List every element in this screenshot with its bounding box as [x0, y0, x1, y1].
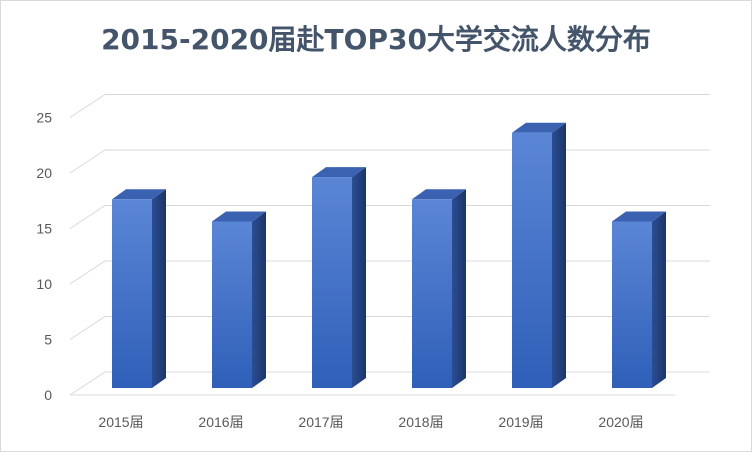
bar-side — [352, 167, 366, 388]
bar-2018届 — [412, 189, 466, 388]
bar-front — [512, 132, 552, 388]
y-tick-label: 10 — [36, 276, 52, 292]
gridline — [69, 316, 710, 340]
x-tick-label: 2019届 — [498, 414, 543, 430]
bar-front — [412, 199, 452, 388]
bar-side — [552, 122, 566, 388]
bar-side — [152, 189, 166, 388]
x-tick-label: 2015届 — [98, 414, 143, 430]
bar-side — [652, 211, 666, 388]
bar-top — [112, 189, 166, 200]
bar-front — [312, 177, 352, 388]
gridline — [69, 260, 710, 285]
bar-front — [212, 221, 252, 388]
y-tick-label: 15 — [36, 221, 52, 237]
bar-top — [412, 189, 466, 200]
bar-2017届 — [312, 167, 366, 388]
y-tick-label: 20 — [36, 165, 52, 181]
bar-top — [512, 122, 566, 133]
bar-top — [212, 211, 266, 222]
x-tick-label: 2020届 — [598, 414, 643, 430]
bar-front — [612, 221, 652, 388]
bar-side — [452, 189, 466, 388]
bar-top — [312, 167, 366, 178]
gridline — [69, 371, 710, 396]
y-tick-label: 25 — [36, 110, 52, 126]
y-tick-label: 0 — [44, 387, 52, 403]
bar-front — [112, 199, 152, 388]
bar-2019届 — [512, 122, 566, 388]
x-tick-label: 2018届 — [398, 414, 443, 430]
bar-2015届 — [112, 189, 166, 388]
x-tick-label: 2016届 — [198, 414, 243, 430]
chart-title: 2015-2020届赴TOP30大学交流人数分布 — [101, 23, 651, 56]
gridline — [69, 205, 710, 229]
bar-side — [252, 211, 266, 388]
bar-2020届 — [612, 211, 666, 388]
bar-2016届 — [212, 211, 266, 388]
x-tick-label: 2017届 — [298, 414, 343, 430]
y-tick-label: 5 — [44, 332, 52, 348]
gridline — [69, 149, 710, 174]
bar-top — [612, 211, 666, 222]
gridline — [69, 94, 710, 118]
